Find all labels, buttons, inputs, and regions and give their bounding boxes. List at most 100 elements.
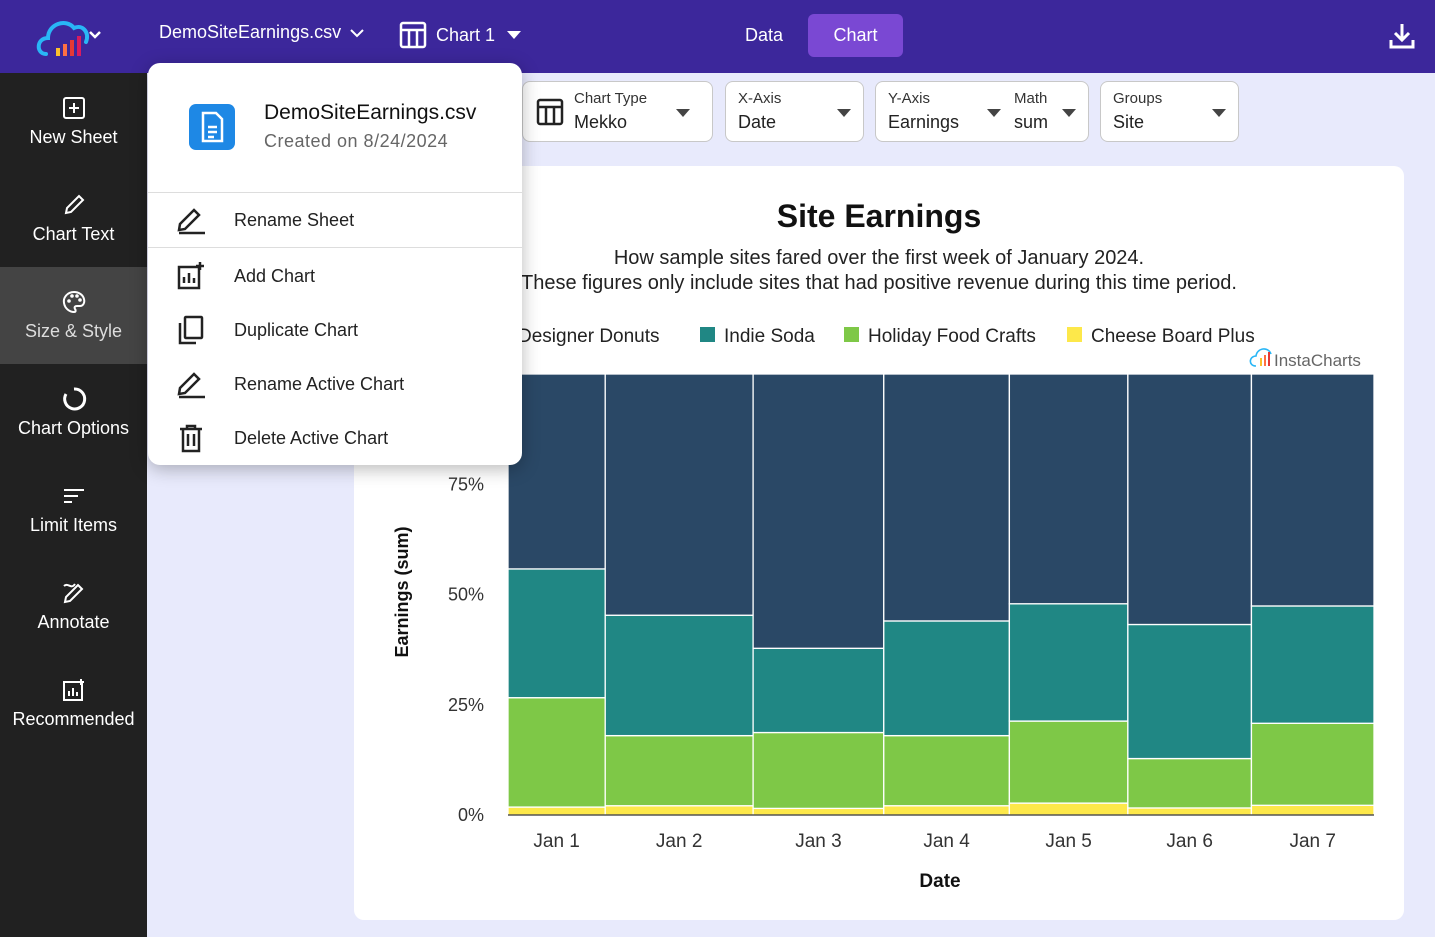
x-tick-label: Jan 6 <box>1166 831 1212 852</box>
chart-subtitle-line-2: These figures only include sites that ha… <box>521 272 1237 294</box>
mekko-chart: Site Earnings How sample sites fared ove… <box>392 198 1375 892</box>
bar-segment-designer-donuts-jan-1[interactable] <box>507 373 606 570</box>
legend-label[interactable]: Indie Soda <box>724 326 815 347</box>
annotate-icon <box>62 583 83 604</box>
plus-square-icon <box>62 97 85 119</box>
caret-down-icon <box>507 31 522 39</box>
bar-segment-cheese-board-plus-jan-2[interactable] <box>604 805 754 816</box>
sidebar-item-annotate[interactable]: Annotate <box>0 558 147 655</box>
x-tick-label: Jan 5 <box>1045 831 1091 852</box>
sidebar-item-label: New Sheet <box>29 127 118 147</box>
menu-item-label: Duplicate Chart <box>234 319 359 340</box>
rename-icon <box>177 208 205 235</box>
bar-segment-indie-soda-jan-2[interactable] <box>604 614 754 737</box>
rename-active-chart-menu-item[interactable]: Rename Active Chart <box>148 358 522 410</box>
bar-segment-holiday-food-crafts-jan-5[interactable] <box>1008 720 1129 804</box>
table-chart-icon <box>399 21 427 49</box>
bar-segment-cheese-board-plus-jan-1[interactable] <box>507 806 606 816</box>
duplicate-chart-menu-item[interactable]: Duplicate Chart <box>148 304 522 356</box>
x-tick-label: Jan 1 <box>533 831 579 852</box>
bar-segment-indie-soda-jan-1[interactable] <box>507 568 606 699</box>
bar-segment-indie-soda-jan-6[interactable] <box>1127 623 1253 760</box>
bar-segment-indie-soda-jan-3[interactable] <box>752 647 885 734</box>
bar-segment-holiday-food-crafts-jan-1[interactable] <box>507 697 606 808</box>
sidebar-item-recommended[interactable]: Recommended <box>0 655 147 752</box>
tab-data[interactable]: Data <box>744 25 784 45</box>
legend-label[interactable]: Holiday Food Crafts <box>868 326 1036 347</box>
file-name-label: DemoSiteEarnings.csv <box>159 22 342 42</box>
rename-sheet-menu-item[interactable]: Rename Sheet <box>148 194 522 246</box>
divider <box>148 247 522 248</box>
bar-segment-designer-donuts-jan-2[interactable] <box>604 373 754 616</box>
chart-subtitle-line-1: How sample sites fared over the first we… <box>614 247 1144 269</box>
bar-segment-cheese-board-plus-jan-7[interactable] <box>1250 804 1375 816</box>
popup-created-date: Created on 8/24/2024 <box>264 131 449 151</box>
sidebar-item-limit-items[interactable]: Limit Items <box>0 461 147 558</box>
table-chart-icon <box>536 98 564 126</box>
file-icon <box>189 104 235 150</box>
chart-plus-icon <box>62 679 84 701</box>
x-axis-value: Date <box>738 112 777 132</box>
chart-title: Site Earnings <box>777 198 982 234</box>
pencil-icon <box>64 194 84 215</box>
x-axis-title: Date <box>919 871 960 892</box>
add-chart-menu-item[interactable]: Add Chart <box>148 250 522 302</box>
y-axis-ticks: 0% 25% 50% 75% <box>448 474 484 825</box>
chart-bars <box>507 373 1375 816</box>
add-chart-icon <box>177 262 204 290</box>
caret-down-icon <box>987 109 1001 117</box>
bar-segment-designer-donuts-jan-3[interactable] <box>752 373 885 649</box>
x-tick-label: Jan 4 <box>923 831 970 852</box>
sidebar-item-new-sheet[interactable]: New Sheet <box>0 73 147 170</box>
bar-segment-holiday-food-crafts-jan-3[interactable] <box>752 731 885 810</box>
sheet-menu-popup: DemoSiteEarnings.csv Created on 8/24/202… <box>148 63 522 465</box>
y-axis-math-select[interactable]: Y-Axis Earnings Math sum <box>875 81 1089 142</box>
caret-down-icon <box>1062 109 1076 117</box>
bar-segment-cheese-board-plus-jan-6[interactable] <box>1127 807 1253 816</box>
menu-item-label: Add Chart <box>234 265 316 286</box>
caret-down-icon <box>837 109 851 117</box>
bar-segment-cheese-board-plus-jan-5[interactable] <box>1008 802 1129 816</box>
menu-item-label: Rename Sheet <box>234 209 355 230</box>
groups-value: Site <box>1113 112 1145 132</box>
download-icon[interactable] <box>1386 20 1418 52</box>
sidebar-item-label: Annotate <box>37 612 110 632</box>
bar-segment-designer-donuts-jan-7[interactable] <box>1250 373 1375 607</box>
menu-item-label: Delete Active Chart <box>234 427 389 448</box>
sidebar-item-label: Chart Text <box>32 224 115 244</box>
groups-select[interactable]: Groups Site <box>1100 81 1239 142</box>
bar-segment-holiday-food-crafts-jan-2[interactable] <box>604 734 754 807</box>
bar-segment-designer-donuts-jan-5[interactable] <box>1008 373 1129 605</box>
bar-segment-designer-donuts-jan-4[interactable] <box>883 373 1011 622</box>
sidebar-item-size-style[interactable]: Size & Style <box>0 267 147 364</box>
delete-active-chart-menu-item[interactable]: Delete Active Chart <box>148 412 522 464</box>
legend-label[interactable]: Cheese Board Plus <box>1091 326 1255 347</box>
chart-type-select[interactable]: Chart Type Mekko <box>522 81 713 142</box>
caret-down-icon <box>676 109 690 117</box>
tab-chart[interactable]: Chart <box>808 14 903 57</box>
legend-swatch <box>844 327 859 342</box>
bar-segment-indie-soda-jan-4[interactable] <box>883 620 1011 737</box>
file-menu-button[interactable]: DemoSiteEarnings.csv <box>159 22 365 43</box>
app-logo-icon[interactable] <box>36 12 106 62</box>
bar-segment-indie-soda-jan-5[interactable] <box>1008 603 1129 722</box>
sidebar-item-chart-text[interactable]: Chart Text <box>0 170 147 267</box>
bar-segment-holiday-food-crafts-jan-4[interactable] <box>883 734 1011 807</box>
x-tick-label: Jan 3 <box>795 831 841 852</box>
bar-segment-indie-soda-jan-7[interactable] <box>1250 605 1375 724</box>
sidebar-item-label: Chart Options <box>17 418 130 438</box>
bar-segment-cheese-board-plus-jan-3[interactable] <box>752 807 885 816</box>
rename-icon <box>177 372 205 399</box>
bar-segment-holiday-food-crafts-jan-7[interactable] <box>1250 722 1375 806</box>
x-tick-label: Jan 2 <box>656 831 702 852</box>
bar-segment-designer-donuts-jan-6[interactable] <box>1127 373 1253 626</box>
sidebar-item-chart-options[interactable]: Chart Options <box>0 364 147 461</box>
bar-segment-cheese-board-plus-jan-4[interactable] <box>883 805 1011 816</box>
legend-label[interactable]: Designer Donuts <box>518 326 660 347</box>
legend-swatch <box>700 327 715 342</box>
math-label: Math <box>1014 90 1048 107</box>
x-axis-select[interactable]: X-Axis Date <box>725 81 864 142</box>
bar-segment-holiday-food-crafts-jan-6[interactable] <box>1127 757 1253 809</box>
filter-lines-icon <box>63 489 84 503</box>
chart-menu-button[interactable]: Chart 1 <box>398 20 522 50</box>
